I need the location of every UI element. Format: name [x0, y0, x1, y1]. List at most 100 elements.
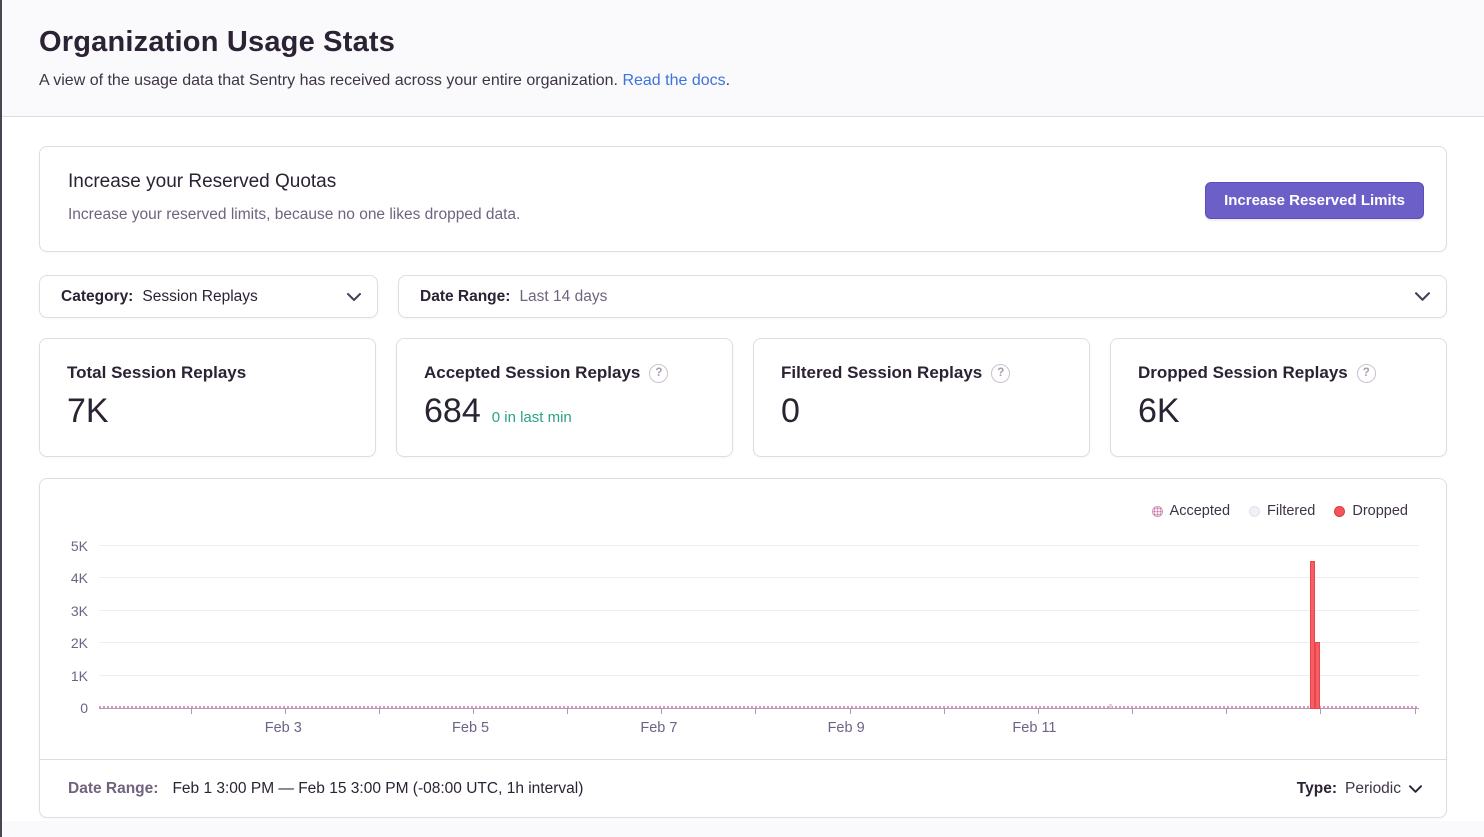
- gridline: [99, 674, 1419, 676]
- quota-banner-title: Increase your Reserved Quotas: [68, 171, 337, 192]
- x-axis-label: Feb 11: [1012, 720, 1057, 736]
- stat-cards-row: Total Session Replays 7K Accepted Session …: [39, 338, 1447, 457]
- legend-label: Dropped: [1352, 503, 1408, 519]
- x-axis-tick: [943, 709, 945, 714]
- gridline: [99, 642, 1419, 644]
- page-subtitle: A view of the usage data that Sentry has…: [39, 72, 1447, 90]
- category-dropdown-value: Session Replays: [142, 287, 258, 305]
- gridline: [99, 577, 1419, 579]
- quota-banner: Increase your Reserved Quotas Increase y…: [39, 146, 1447, 252]
- accepted-bar: [1108, 704, 1112, 708]
- filtered-legend-marker-icon: [1249, 505, 1261, 517]
- footer-date-range-value: Feb 1 3:00 PM — Feb 15 3:00 PM (-08:00 U…: [172, 779, 584, 797]
- dropped-bar: [1310, 561, 1316, 709]
- read-docs-link[interactable]: Read the docs: [622, 72, 726, 89]
- x-axis-tick: [190, 709, 192, 714]
- legend-label: Accepted: [1169, 503, 1231, 519]
- stat-card-title: Dropped Session Replays: [1138, 363, 1348, 382]
- dropped-bar: [1314, 642, 1320, 709]
- stat-card-value: 684: [424, 392, 481, 430]
- x-axis-label: Feb 9: [827, 720, 865, 736]
- chart-x-axis: [99, 706, 1419, 709]
- stat-card-value: 6K: [1138, 392, 1180, 430]
- gridline: [99, 545, 1419, 546]
- accepted-legend-marker-icon: [1151, 505, 1163, 517]
- y-axis-label: 3K: [70, 602, 88, 619]
- y-axis-label: 1K: [70, 667, 88, 684]
- stat-card-title: Total Session Replays: [67, 363, 247, 382]
- page-subtitle-period: .: [725, 72, 731, 89]
- stat-card-accepted-session-replays: Accepted Session Replays? 684 0 in last mi…: [396, 338, 733, 457]
- x-axis-tick: [567, 709, 569, 714]
- category-dropdown-label: Category:: [61, 287, 134, 305]
- help-icon[interactable]: ?: [991, 363, 1011, 383]
- x-axis-tick: [1320, 709, 1322, 714]
- chevron-down-icon: [1415, 292, 1430, 301]
- stat-card-value: 7K: [67, 392, 109, 430]
- x-axis-tick: [1414, 709, 1416, 714]
- stat-card-value-row: 684 0 in last min: [424, 392, 712, 431]
- page-subtitle-text: A view of the usage data that Sentry has…: [39, 72, 618, 89]
- chart-footer: Date Range: Feb 1 3:00 PM — Feb 15 3:00 …: [40, 759, 1446, 817]
- y-axis-label: 2K: [70, 635, 88, 652]
- stat-card-value-row: 7K: [67, 392, 355, 431]
- accepted-baseline-bars: [99, 706, 1419, 708]
- usage-chart-card: Accepted Filtered Dropped 0 1K 2K 3K 4K 5K Feb 3…: [39, 478, 1447, 818]
- dropped-legend-marker-icon: [1334, 505, 1346, 517]
- legend-item-dropped[interactable]: Dropped: [1334, 503, 1408, 519]
- stat-card-dropped-session-replays: Dropped Session Replays? 6K: [1110, 338, 1447, 457]
- date-range-dropdown[interactable]: Date Range: Last 14 days: [398, 275, 1447, 318]
- help-icon[interactable]: ?: [649, 363, 669, 383]
- x-axis-tick: [378, 709, 380, 714]
- stat-card-title-row: Total Session Replays: [67, 363, 355, 383]
- x-axis-tick: [849, 709, 851, 714]
- legend-item-accepted[interactable]: Accepted: [1151, 503, 1231, 519]
- quota-banner-description: Increase your reserved limits, because n…: [68, 206, 521, 223]
- chevron-down-icon: [347, 292, 361, 301]
- x-axis-label: Feb 7: [640, 720, 678, 736]
- stat-card-value-row: 0: [781, 392, 1069, 431]
- gridline: [99, 609, 1419, 611]
- x-axis-line: [99, 708, 1419, 709]
- y-axis-label: 0: [80, 700, 88, 716]
- type-dropdown[interactable]: Type: Periodic: [1297, 780, 1422, 798]
- chevron-down-icon: [1409, 784, 1422, 793]
- stat-card-title-row: Filtered Session Replays?: [781, 363, 1069, 383]
- legend-label: Filtered: [1267, 503, 1316, 519]
- x-axis-tick: [284, 709, 286, 714]
- y-axis-label: 4K: [70, 570, 88, 587]
- x-axis-tick: [1226, 709, 1228, 714]
- filters-row: Category: Session Replays Date Range: La…: [39, 275, 1447, 318]
- x-axis-tick: [755, 709, 757, 714]
- help-icon[interactable]: ?: [1356, 363, 1376, 383]
- x-axis-label: Feb 3: [264, 720, 302, 736]
- type-dropdown-label: Type:: [1296, 779, 1337, 797]
- usage-chart-plot: 0 1K 2K 3K 4K 5K Feb 3 Feb 5 Feb 7 Feb 9 Feb 11: [71, 538, 1419, 736]
- x-axis-tick: [1037, 709, 1039, 714]
- y-axis-label: 5K: [70, 538, 88, 554]
- stat-card-value-row: 6K: [1138, 392, 1426, 431]
- category-dropdown[interactable]: Category: Session Replays: [39, 275, 378, 318]
- date-range-dropdown-value: Last 14 days: [519, 287, 608, 305]
- page-header: Organization Usage Stats A view of the u…: [2, 0, 1484, 117]
- x-axis-label: Feb 5: [452, 720, 490, 736]
- stat-card-title: Filtered Session Replays: [781, 363, 983, 382]
- stat-card-title-row: Accepted Session Replays?: [424, 363, 712, 383]
- increase-reserved-limits-button[interactable]: Increase Reserved Limits: [1205, 182, 1424, 219]
- type-dropdown-value: Periodic: [1345, 779, 1401, 797]
- stat-card-title: Accepted Session Replays: [424, 363, 641, 382]
- stat-card-total-session-replays: Total Session Replays 7K: [39, 338, 376, 457]
- stat-card-value: 0: [781, 392, 800, 430]
- page-title: Organization Usage Stats: [39, 26, 396, 58]
- stat-card-title-row: Dropped Session Replays?: [1138, 363, 1426, 383]
- x-axis-tick: [473, 709, 475, 714]
- footer-date-range-label: Date Range:: [68, 779, 159, 797]
- x-axis-tick: [661, 709, 663, 714]
- chart-legend: Accepted Filtered Dropped: [1151, 503, 1408, 519]
- legend-item-filtered[interactable]: Filtered: [1249, 503, 1315, 519]
- stat-card-filtered-session-replays: Filtered Session Replays? 0: [753, 338, 1090, 457]
- main-content: Increase your Reserved Quotas Increase y…: [2, 117, 1484, 821]
- stat-card-note: 0 in last min: [491, 409, 572, 426]
- date-range-dropdown-label: Date Range:: [420, 287, 511, 305]
- x-axis-tick: [1132, 709, 1134, 714]
